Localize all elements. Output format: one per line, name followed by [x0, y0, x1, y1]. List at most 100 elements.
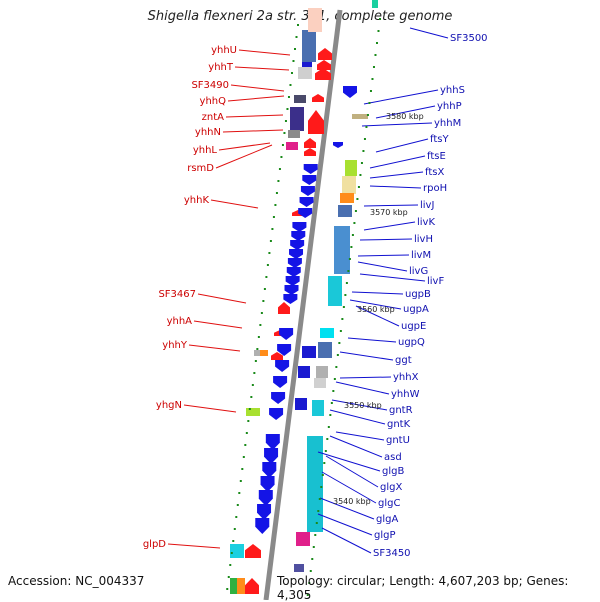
- tick-dot: [296, 24, 299, 26]
- tick-dot: [244, 444, 247, 446]
- tick-dot: [253, 372, 256, 374]
- leader-line: [183, 404, 237, 413]
- gene-label-glgC[interactable]: glgC: [378, 498, 400, 509]
- gene-label-yhhW[interactable]: yhhW: [391, 389, 420, 400]
- gene-label-livM[interactable]: livM: [411, 250, 431, 261]
- tick-dot: [327, 426, 330, 428]
- tick-dot: [259, 324, 262, 326]
- gene-label-livH[interactable]: livH: [414, 234, 433, 245]
- gene-box: [295, 398, 307, 410]
- gene-label-ftsY[interactable]: ftsY: [430, 134, 449, 145]
- tick-dot: [306, 594, 309, 596]
- gene-label-yhhQ[interactable]: yhhQ: [200, 96, 227, 107]
- reverse-gene-arrow: [245, 544, 261, 558]
- tick-dot: [251, 384, 254, 386]
- gene-label-ugpA[interactable]: ugpA: [403, 304, 429, 315]
- leader-line: [375, 138, 429, 153]
- leader-line: [230, 84, 285, 92]
- leader-line: [339, 376, 392, 379]
- forward-gene-arrow: [299, 197, 314, 207]
- gene-label-yhhT[interactable]: yhhT: [208, 62, 234, 73]
- tick-dot: [369, 90, 372, 92]
- gene-label-asd[interactable]: asd: [384, 452, 402, 463]
- tick-dot: [357, 186, 360, 188]
- gene-label-gntU[interactable]: gntU: [386, 435, 410, 446]
- leader-line: [329, 409, 386, 425]
- forward-gene-arrow: [275, 360, 290, 372]
- reverse-gene-arrow: [245, 578, 259, 594]
- forward-gene-arrow: [292, 222, 307, 232]
- gene-label-yhhP[interactable]: yhhP: [437, 101, 462, 112]
- forward-gene-arrow: [255, 518, 270, 534]
- tick-dot: [321, 474, 324, 476]
- leader-line: [234, 66, 290, 71]
- gene-label-ugpE[interactable]: ugpE: [401, 321, 426, 332]
- gene-label-yhhL[interactable]: yhhL: [193, 145, 218, 156]
- leader-line: [359, 273, 426, 282]
- gene-label-yhgN[interactable]: yhgN: [156, 400, 182, 411]
- forward-gene-arrow: [269, 408, 284, 420]
- tick-dot: [260, 312, 263, 314]
- reverse-gene-arrow: [304, 148, 316, 156]
- gene-label-yhhK[interactable]: yhhK: [184, 195, 210, 206]
- leader-line: [167, 543, 221, 549]
- tick-dot: [263, 288, 266, 290]
- gene-label-livK[interactable]: livK: [417, 217, 435, 228]
- gene-label-livG[interactable]: livG: [409, 266, 428, 277]
- gene-label-livF[interactable]: livF: [427, 276, 444, 287]
- forward-gene-arrow: [343, 86, 357, 98]
- tick-dot: [353, 222, 356, 224]
- reverse-gene-arrow: [318, 48, 332, 60]
- gene-label-ftsE[interactable]: ftsE: [427, 151, 446, 162]
- gene-label-rpoH[interactable]: rpoH: [423, 183, 447, 194]
- gene-label-rsmD[interactable]: rsmD: [187, 163, 214, 174]
- reverse-gene-arrow: [308, 110, 324, 134]
- gene-label-SF3467[interactable]: SF3467: [158, 289, 196, 300]
- gene-label-yhhN[interactable]: yhhN: [195, 127, 221, 138]
- leader-line: [363, 221, 416, 231]
- leader-line: [329, 435, 383, 458]
- gene-label-yhhS[interactable]: yhhS: [440, 85, 465, 96]
- tick-dot: [326, 438, 329, 440]
- gene-label-yhhA[interactable]: yhhA: [167, 316, 193, 327]
- gene-box: [314, 378, 326, 388]
- tick-dot: [278, 168, 281, 170]
- gene-label-gntR[interactable]: gntR: [389, 405, 413, 416]
- gene-label-ggt[interactable]: ggt: [395, 355, 412, 366]
- tick-dot: [362, 150, 365, 152]
- gene-label-zntA[interactable]: zntA: [202, 112, 225, 123]
- gene-label-livJ[interactable]: livJ: [420, 200, 434, 211]
- gene-label-glgB[interactable]: glgB: [382, 466, 404, 477]
- gene-label-gntK[interactable]: gntK: [387, 419, 411, 430]
- gene-label-ugpQ[interactable]: ugpQ: [398, 337, 425, 348]
- gene-box: [308, 8, 322, 32]
- gene-label-glgP[interactable]: glgP: [374, 530, 396, 541]
- scale-tick-3550: 3550 kbp: [344, 401, 382, 410]
- leader-line: [197, 293, 247, 304]
- tick-dot: [317, 510, 320, 512]
- gene-label-ugpB[interactable]: ugpB: [405, 289, 431, 300]
- gene-box: [237, 578, 245, 594]
- forward-gene-arrow: [287, 258, 302, 268]
- gene-label-SF3490[interactable]: SF3490: [191, 80, 229, 91]
- tick-dot: [360, 162, 363, 164]
- leader-line: [238, 49, 291, 56]
- gene-label-yhhX[interactable]: yhhX: [393, 372, 419, 383]
- forward-gene-arrow: [264, 448, 279, 464]
- gene-label-SF3500[interactable]: SF3500: [450, 33, 488, 44]
- gene-label-yhhM[interactable]: yhhM: [434, 118, 461, 129]
- tick-dot: [245, 432, 248, 434]
- gene-box: [334, 226, 350, 274]
- tick-dot: [363, 138, 366, 140]
- tick-dot: [265, 276, 268, 278]
- gene-label-glgA[interactable]: glgA: [376, 514, 398, 525]
- leader-line: [331, 399, 388, 411]
- gene-label-yhhU[interactable]: yhhU: [211, 45, 237, 56]
- gene-label-glpD[interactable]: glpD: [143, 539, 166, 550]
- tick-dot: [332, 390, 335, 392]
- gene-label-yhhY[interactable]: yhhY: [162, 340, 188, 351]
- tick-dot: [275, 192, 278, 194]
- gene-label-SF3450[interactable]: SF3450: [373, 548, 411, 559]
- gene-label-glgX[interactable]: glgX: [380, 482, 402, 493]
- gene-label-ftsX[interactable]: ftsX: [425, 167, 444, 178]
